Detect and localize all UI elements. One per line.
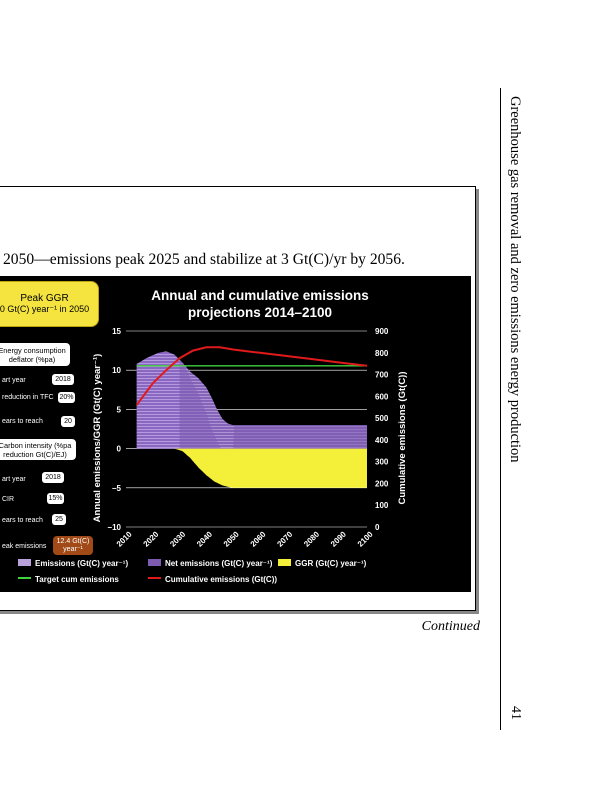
- peak-ggr-box: Peak GGR 0 Gt(C) year⁻¹ in 2050: [0, 281, 99, 327]
- energy-deflator-label: Energy consumption deflator (%pa): [0, 343, 70, 366]
- y-tick-label: −5: [112, 484, 122, 493]
- x-tick-label: 2060: [249, 529, 268, 548]
- y2-tick-label: 100: [375, 501, 389, 510]
- energy-years-label: ears to reach: [2, 418, 43, 425]
- legend-swatch-ggr: [278, 559, 291, 566]
- legend-cumulative: Cumulative emissions (Gt(C)): [165, 575, 277, 584]
- carbon-years-label: ears to reach: [2, 517, 43, 524]
- legend-emissions: Emissions (Gt(C) year⁻¹): [35, 559, 128, 568]
- running-head-rule: [500, 88, 501, 730]
- figure-caption: 2050—emissions peak 2025 and stabilize a…: [3, 251, 405, 268]
- carbon-years-input[interactable]: 25: [52, 514, 66, 525]
- y-tick-label: 15: [112, 327, 121, 336]
- cumulative-emissions-line: [135, 346, 368, 406]
- net-emissions-overlay: [179, 359, 367, 449]
- legend-target: Target cum emissions: [35, 575, 119, 584]
- legend-swatch-net: [148, 559, 161, 566]
- peak-ggr-title: Peak GGR: [20, 293, 69, 304]
- legend-net: Net emissions (Gt(C) year⁻¹): [165, 559, 273, 568]
- energy-years-input[interactable]: 20: [61, 416, 75, 427]
- y2-tick-label: 700: [375, 371, 389, 380]
- y-tick-label: 10: [112, 366, 121, 375]
- legend-swatch-emissions: [18, 559, 31, 566]
- energy-reduction-label: reduction in TFC: [2, 394, 54, 401]
- y-tick-label: −10: [107, 523, 121, 532]
- y2-tick-label: 400: [375, 436, 389, 445]
- emissions-chart: Annual and cumulative emissions projecti…: [18, 288, 408, 584]
- running-head: Greenhouse gas removal and zero emission…: [507, 96, 523, 463]
- y2-tick-label: 0: [375, 523, 380, 532]
- y2-tick-label: 200: [375, 479, 389, 488]
- peak-ggr-value: 0 Gt(C) year⁻¹ in 2050: [0, 304, 90, 314]
- legend-ggr: GGR (Gt(C) year⁻¹): [295, 559, 367, 568]
- carbon-start-input[interactable]: 2018: [42, 472, 64, 483]
- x-tick-label: 2100: [356, 529, 375, 548]
- emissions-figure: Peak GGR 0 Gt(C) year⁻¹ in 2050 Energy c…: [0, 276, 471, 592]
- y-tick-label: 5: [117, 405, 122, 414]
- energy-start-input[interactable]: 2018: [52, 374, 74, 385]
- y2-tick-label: 800: [375, 349, 389, 358]
- legend: Emissions (Gt(C) year⁻¹) Net emissions (…: [18, 559, 367, 584]
- legend-swatch-target: [18, 577, 31, 579]
- x-tick-label: 2020: [142, 529, 161, 548]
- y2-tick-label: 300: [375, 458, 389, 467]
- y2-axis-label: Cumulative emissions (Gt(C)): [397, 371, 408, 504]
- energy-start-label: art year: [2, 377, 26, 384]
- x-tick-label: 2080: [302, 529, 321, 548]
- ggr-area: [136, 448, 367, 488]
- y-axis-label: Annual emissions/GGR (Gt(C) year⁻¹): [92, 354, 103, 523]
- x-tick-label: 2050: [222, 529, 241, 548]
- x-tick-label: 2030: [168, 529, 187, 548]
- y2-tick-label: 900: [375, 327, 389, 336]
- carbon-start-label: art year: [2, 476, 26, 483]
- y-tick-label: 0: [117, 445, 122, 454]
- x-tick-label: 2040: [195, 529, 214, 548]
- carbon-cir-input[interactable]: 15%: [47, 493, 64, 504]
- carbon-cir-label: CIR: [2, 496, 15, 503]
- energy-reduction-input[interactable]: 20%: [58, 392, 75, 403]
- x-tick-label: 2090: [329, 529, 348, 548]
- x-tick-label: 2010: [115, 529, 134, 548]
- y2-tick-label: 500: [375, 414, 389, 423]
- peak-emissions-output: 12.4 Gt(C) year⁻¹: [53, 536, 93, 555]
- carbon-intensity-label: Carbon intensity (%pa reduction Gt(C)/EJ…: [0, 439, 76, 460]
- peak-emissions-label: eak emissions: [2, 543, 47, 550]
- chart-title-line-2: projections 2014–2100: [188, 305, 332, 320]
- legend-swatch-cumulative: [148, 577, 161, 579]
- y2-tick-label: 600: [375, 392, 389, 401]
- page-number: 41: [508, 706, 523, 720]
- x-tick-label: 2070: [275, 529, 294, 548]
- chart-title-line-1: Annual and cumulative emissions: [151, 288, 369, 303]
- continued-label: Continued: [421, 619, 480, 634]
- figure-frame: [0, 186, 476, 611]
